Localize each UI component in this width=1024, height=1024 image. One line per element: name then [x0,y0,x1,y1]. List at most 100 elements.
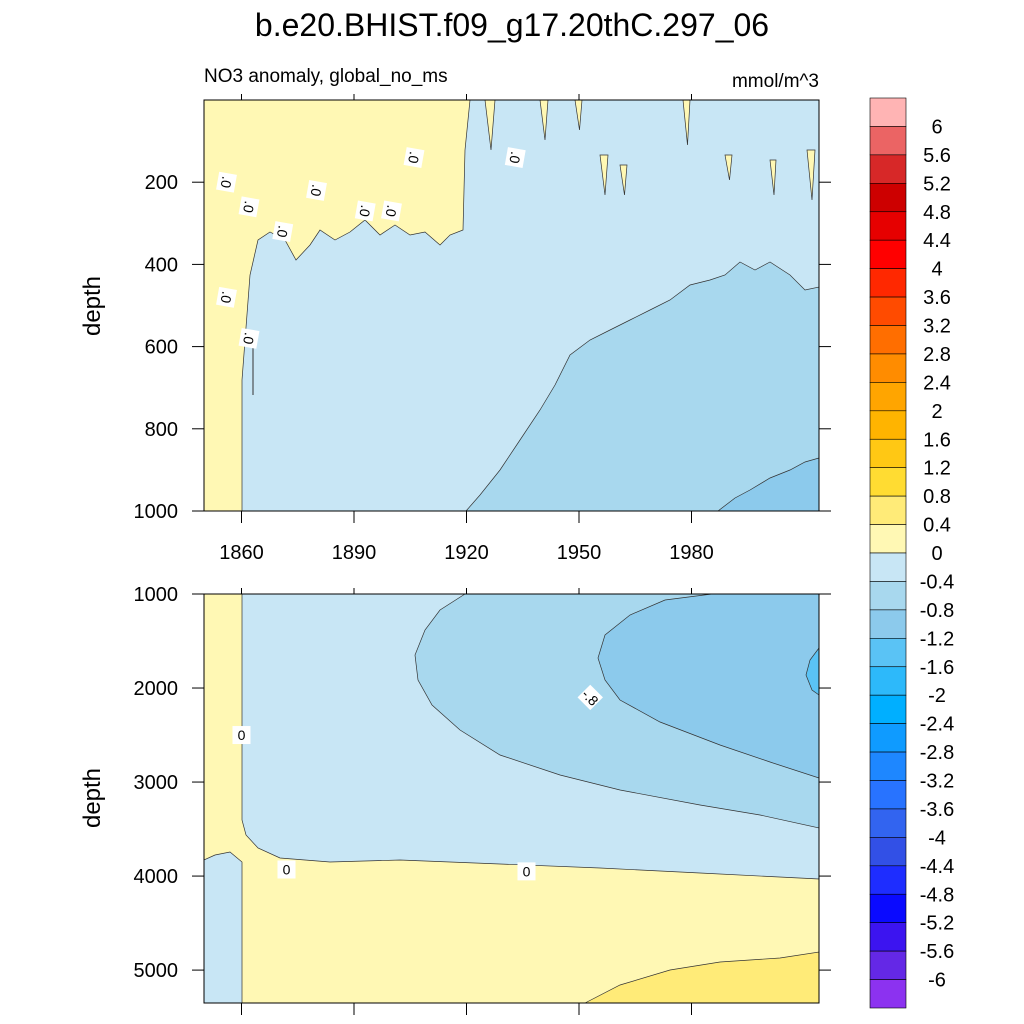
colorbar-tick-label: -2 [928,685,946,707]
colorbar-swatch [869,979,907,1009]
colorbar-tick-label: -5.6 [920,941,954,963]
top-region-positive [203,99,471,512]
bottom-plot-frame [203,593,820,1004]
contour-label-text: .0 [308,183,326,197]
colorbar: 6 5.6 5.2 4.8 4.4 4 3.6 3.2 2.8 2.4 2 1.6 1.2 0.8 0.4 0… [869,97,954,1009]
colorbar-swatch [869,865,907,895]
colorbar-swatch [869,382,907,412]
contour-label-background [403,147,425,168]
x-tick-label: 1920 [444,542,489,564]
contour-label: 0 [517,862,536,881]
colorbar-tick-label: -1.6 [920,657,954,679]
y-tick-label: 1000 [134,501,179,523]
contour-label-background [216,286,237,308]
colorbar-swatch [869,97,907,127]
colorbar-tick-label: 0.8 [923,486,951,508]
top-positive-patch [724,154,733,181]
colorbar-swatch [869,638,907,668]
contour-label-text: .0 [356,204,374,218]
colorbar-swatch [869,467,907,497]
y-tick-label: 3000 [134,772,179,794]
bottom-axes: 1000 2000 3000 4000 5000 [134,584,831,1015]
contour-label-background [577,684,603,711]
colorbar-swatch [869,837,907,867]
contour-label: .0 [403,147,425,168]
colorbar-tick-label: -4 [928,827,946,849]
contour-label-background [504,147,526,168]
colorbar-swatch [869,268,907,298]
contour-label-background [381,200,402,222]
contour-label: .0 [272,221,294,242]
top-subtitle-right: mmol/m^3 [732,71,819,92]
colorbar-swatch [869,694,907,724]
colorbar-swatch [869,211,907,241]
contour-label: .0 [354,200,376,222]
contour-label-background [238,196,260,218]
colorbar-tick-label: 6 [931,116,942,138]
y-tick-label: 200 [145,172,178,194]
contour-label-background [277,860,296,879]
top-y-axis-label: depth [79,276,106,336]
colorbar-swatch [869,524,907,554]
contour-label: .0 [504,147,526,168]
contour-label-text: 0 [283,861,291,877]
panel-top-depth-0-1000: NO3 anomaly, global_no_ms mmol/m^3 depth… [79,66,831,564]
contour-label-background [517,862,536,881]
colorbar-tick-label: -0.8 [920,600,954,622]
contour-label: .0 [238,327,260,349]
chart-title: b.e20.BHIST.f09_g17.20thC.297_06 [255,7,769,43]
contour-label-text: 0 [523,863,531,879]
contour-label-background [306,179,327,201]
top-subtitle-left: NO3 anomaly, global_no_ms [204,66,448,87]
bottom-y-axis-label: depth [79,768,106,828]
colorbar-tick-label: -3.2 [920,771,954,793]
colorbar-swatch [869,183,907,213]
colorbar-swatch [869,950,907,980]
x-tick-label: 1890 [332,542,377,564]
y-tick-label: 600 [145,337,178,359]
colorbar-swatch [869,922,907,952]
colorbar-tick-label: 0 [931,543,942,565]
contour-label-background [354,200,376,222]
colorbar-tick-label: 5.2 [923,173,951,195]
colorbar-swatch [869,126,907,156]
colorbar-swatch [869,893,907,923]
colorbar-tick-label: -5.2 [920,913,954,935]
colorbar-tick-label: 4 [931,259,942,281]
colorbar-swatch [869,609,907,639]
top-contour-labels: .0 .0 .0 .0 .0 .0 .0 .0 .0 .0 [216,147,526,349]
colorbar-tick-label: -2.4 [920,714,954,736]
colorbar-tick-label: -4.4 [920,856,954,878]
contour-label-text: 0 [238,727,246,743]
colorbar-swatch [869,239,907,269]
colorbar-swatch [869,438,907,468]
colorbar-swatch [869,353,907,383]
top-positive-patch [769,159,777,196]
contour-label-text: .0 [218,175,236,189]
contour-label-text: .0 [506,150,524,164]
contour-label-text: .0 [383,204,401,218]
x-tick-label: 1950 [557,542,602,564]
bottom-region-positive [203,593,820,1004]
contour-label: .0 [238,196,260,218]
colorbar-swatch [869,154,907,184]
top-positive-patch [599,154,609,196]
colorbar-tick-label: -3.6 [920,799,954,821]
panel-bottom-depth-1000-5350: depth 1000 2000 3000 4000 5000 0 0 0 -.8 [79,584,831,1015]
colorbar-tick-label: 4.4 [923,230,951,252]
contour-label: .0 [381,200,402,222]
y-tick-label: 400 [145,254,178,276]
colorbar-swatch [869,325,907,355]
x-tick-label: 1860 [219,542,264,564]
contour-label-background [272,221,294,242]
colorbar-tick-label: -0.4 [920,571,954,593]
colorbar-swatch [869,808,907,838]
y-tick-label: 4000 [134,866,179,888]
contour-label: 0 [232,726,251,745]
contour-label-text: .0 [240,200,258,214]
contour-label-text: .0 [274,224,292,238]
colorbar-tick-label: -2.8 [920,742,954,764]
contour-label: .0 [216,171,237,193]
colorbar-swatch [869,410,907,440]
